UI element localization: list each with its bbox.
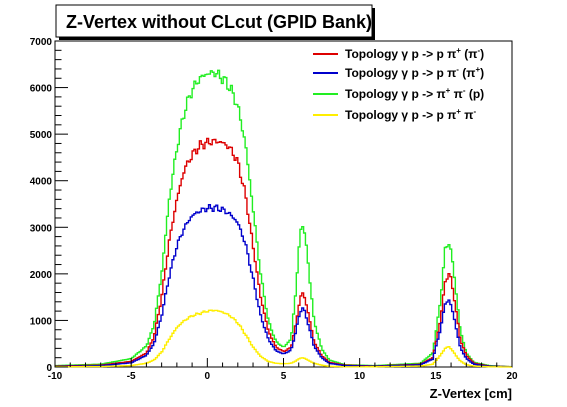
y-tick-label-4: 4000: [30, 177, 53, 188]
axes-layer: -10 -5 0 5 10 15 20 0 1000 2000 3000 4000 5000 6000 70…: [30, 37, 518, 382]
x-tick-label-0: -10: [48, 371, 63, 382]
chart-title-shadow-bottom: [59, 37, 375, 40]
y-tick-label-5: 5000: [30, 130, 53, 141]
x-tick-label-1: -5: [127, 371, 136, 382]
x-tick-label-6: 20: [506, 371, 518, 382]
series-line-1: [55, 137, 512, 368]
chart-title-frame: [55, 4, 373, 38]
series-line-2: [55, 204, 512, 368]
legend-label-2: Topology γ p -> p π- (π+): [345, 65, 484, 80]
x-axis-title: Z-Vertex [cm]: [430, 386, 512, 401]
y-tick-label-2: 2000: [30, 270, 53, 281]
x-tick-label-3: 5: [281, 371, 287, 382]
series-line-4: [55, 309, 512, 368]
legend: Topology γ p -> p π+ (π-) Topology γ p ->…: [313, 46, 484, 122]
legend-label-4: Topology γ p -> p π+ π-: [345, 107, 477, 122]
legend-label-1: Topology γ p -> p π+ (π-): [345, 46, 484, 61]
chart-title: Z-Vertex without CLcut (GPID Bank): [66, 12, 372, 32]
x-tick-label-2: 0: [205, 371, 211, 382]
y-tick-label-6: 6000: [30, 84, 53, 95]
chart-title-shadow-right: [372, 8, 375, 40]
chart-title-box: Z-Vertex without CLcut (GPID Bank): [55, 4, 375, 40]
series-line-3: [55, 69, 512, 368]
x-tick-label-5: 15: [430, 371, 442, 382]
y-tick-label-1: 1000: [30, 316, 53, 327]
legend-label-3: Topology γ p -> π+ π- (p): [345, 86, 484, 101]
y-tick-label-7: 7000: [30, 37, 53, 48]
series-layer: [55, 69, 512, 368]
y-tick-label-3: 3000: [30, 223, 53, 234]
x-tick-label-4: 10: [354, 371, 366, 382]
y-tick-label-0: 0: [46, 363, 52, 374]
